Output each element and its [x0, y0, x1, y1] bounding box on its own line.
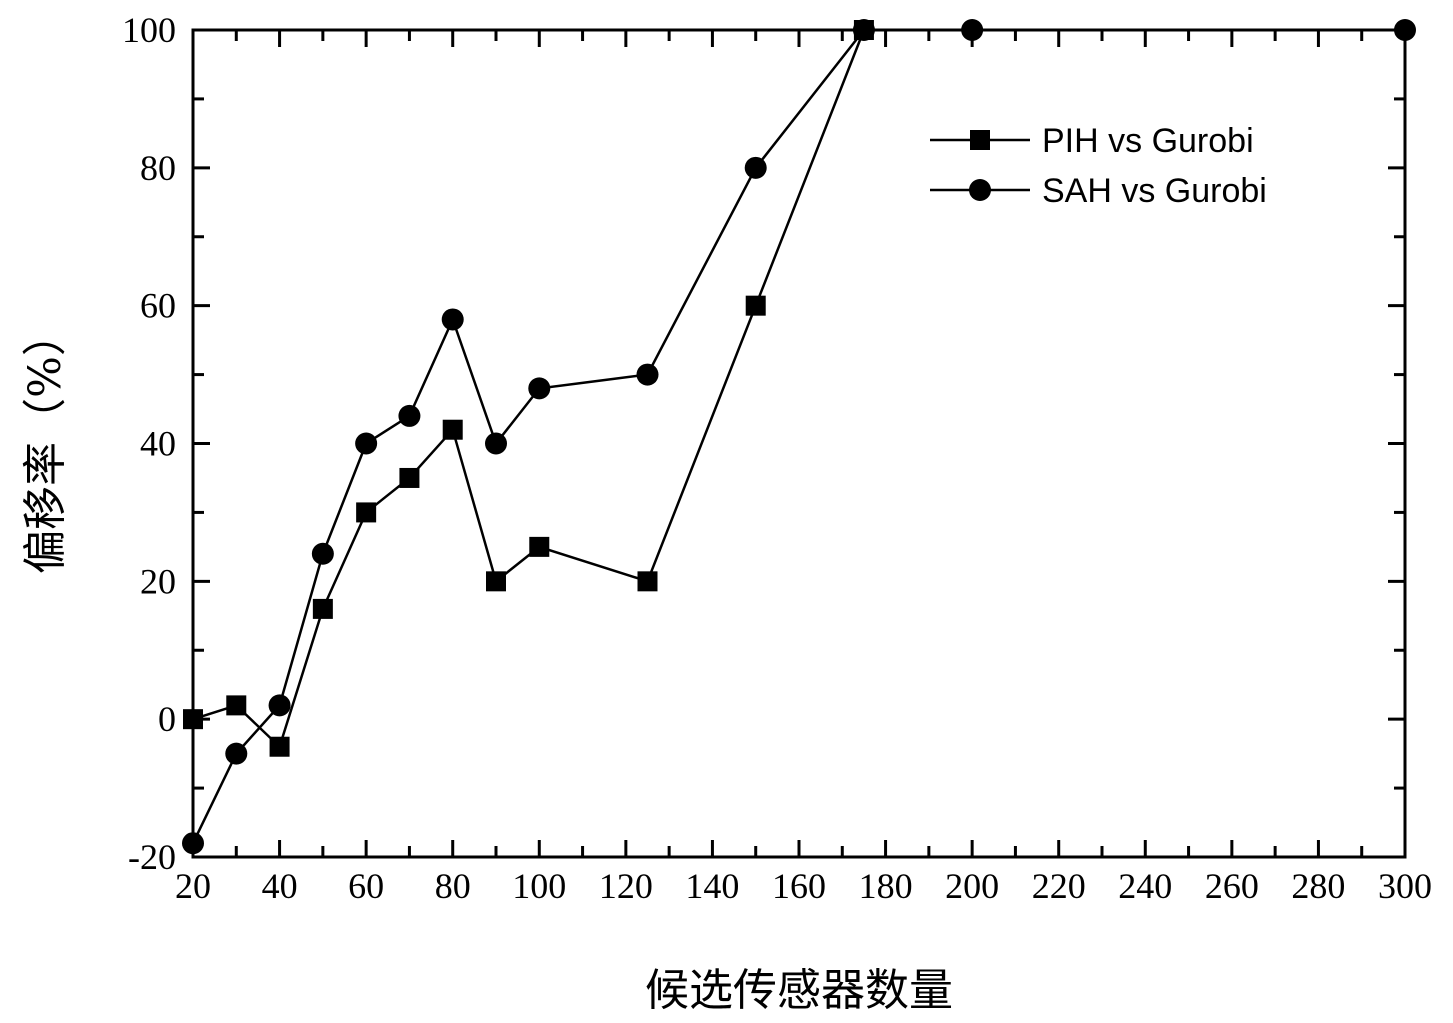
- y-tick-label: 40: [140, 424, 176, 464]
- circle-marker: [355, 432, 378, 455]
- square-marker: [226, 695, 247, 716]
- x-tick-label: 140: [685, 866, 739, 906]
- x-tick-label: 200: [945, 866, 999, 906]
- legend-label: PIH vs Gurobi: [1042, 122, 1254, 160]
- plot-frame: [191, 28, 1407, 859]
- circle-marker: [441, 308, 464, 331]
- x-tick-label: 300: [1378, 866, 1432, 906]
- x-tick-label: 180: [859, 866, 913, 906]
- circle-marker: [225, 742, 248, 765]
- circle-marker: [398, 404, 421, 427]
- x-tick-label: 120: [599, 866, 653, 906]
- x-tick-label: 40: [262, 866, 298, 906]
- square-marker: [486, 571, 506, 592]
- y-tick-label: -20: [128, 837, 176, 877]
- square-marker: [312, 598, 333, 619]
- square-marker: [399, 467, 420, 488]
- legend-label: SAH vs Gurobi: [1042, 172, 1267, 210]
- y-tick-label: 0: [158, 699, 176, 739]
- legend-circle-marker: [969, 179, 991, 201]
- x-tick-label: 20: [175, 866, 211, 906]
- tick-labels: 20 40 60 80 100 120 140 160 180 200 220 240 260 280 30…: [122, 10, 1432, 906]
- x-tick-label: 80: [435, 866, 471, 906]
- legend: PIH vs Gurobi SAH vs Gurobi: [930, 122, 1267, 210]
- x-tick-label: 260: [1205, 866, 1259, 906]
- y-tick-label: 60: [140, 286, 176, 326]
- y-tick-label: 20: [140, 561, 176, 601]
- y-axis-title: 偏移率（%）: [20, 312, 71, 574]
- square-marker: [356, 502, 377, 523]
- series-sah: [182, 19, 1416, 855]
- series-layer: [182, 19, 1416, 855]
- x-tick-label: 100: [512, 866, 566, 906]
- square-marker: [269, 736, 290, 757]
- circle-marker: [268, 694, 291, 717]
- square-marker: [745, 295, 766, 316]
- square-marker: [637, 571, 658, 592]
- square-marker: [442, 419, 463, 440]
- circle-marker: [485, 432, 507, 455]
- y-tick-label: 100: [122, 10, 176, 50]
- circle-marker: [311, 542, 334, 565]
- legend-square-marker: [970, 130, 990, 150]
- series-line: [191, 29, 865, 844]
- x-tick-label: 220: [1032, 866, 1086, 906]
- x-tick-label: 160: [772, 866, 826, 906]
- square-marker: [529, 536, 550, 557]
- circle-marker: [636, 363, 659, 386]
- circle-marker: [744, 156, 767, 179]
- x-axis-title: 候选传感器数量: [645, 965, 953, 1016]
- y-tick-label: 80: [140, 148, 176, 188]
- x-tick-label: 280: [1291, 866, 1345, 906]
- circle-marker: [528, 377, 551, 400]
- x-tick-label: 60: [348, 866, 384, 906]
- x-tick-label: 240: [1118, 866, 1172, 906]
